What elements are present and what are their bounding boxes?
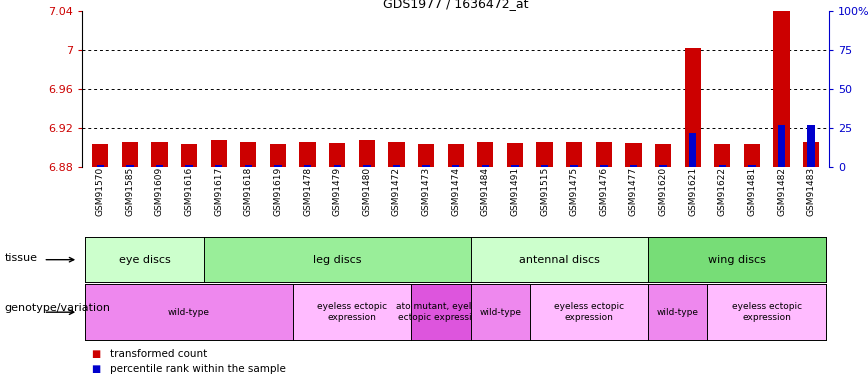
Bar [211,140,227,167]
Text: wild-type: wild-type [657,308,699,316]
Bar [689,133,696,167]
Text: ato mutant, eyeless
ectopic expression: ato mutant, eyeless ectopic expression [396,303,486,322]
Text: eyeless ectopic
expression: eyeless ectopic expression [732,303,802,322]
Text: wild-type: wild-type [479,308,521,316]
Text: GSM91483: GSM91483 [806,167,816,216]
Bar [595,142,612,167]
Bar [714,144,731,167]
Text: GSM91479: GSM91479 [332,167,342,216]
Bar [803,142,819,167]
Bar [418,144,434,167]
Text: antennal discs: antennal discs [519,255,600,265]
Text: GSM91472: GSM91472 [392,167,401,216]
Bar [719,165,726,167]
Text: GSM91481: GSM91481 [747,167,756,216]
Bar [807,125,815,167]
Bar [392,165,400,167]
Text: eyeless ectopic
expression: eyeless ectopic expression [317,303,387,322]
Text: wild-type: wild-type [168,308,210,316]
Bar [685,48,700,167]
Text: tissue: tissue [4,253,37,263]
Text: ■: ■ [91,364,101,374]
Text: GSM91617: GSM91617 [214,167,223,216]
Bar [625,142,641,167]
Bar [536,142,553,167]
Text: GSM91480: GSM91480 [362,167,372,216]
Text: transformed count: transformed count [110,350,207,359]
Bar [655,144,671,167]
Bar [186,165,193,167]
Bar [126,165,134,167]
Bar [477,142,494,167]
Text: GSM91515: GSM91515 [540,167,549,216]
Text: GSM91620: GSM91620 [659,167,667,216]
Bar [511,165,519,167]
Bar [358,140,375,167]
Text: wing discs: wing discs [708,255,766,265]
Bar [778,125,786,167]
Bar [96,165,104,167]
Text: GSM91482: GSM91482 [777,167,786,216]
Bar [452,165,459,167]
Text: GSM91476: GSM91476 [599,167,608,216]
Bar [744,144,760,167]
Bar [388,142,404,167]
Text: GSM91475: GSM91475 [569,167,579,216]
Bar [600,165,608,167]
Bar [541,165,549,167]
Text: GSM91609: GSM91609 [155,167,164,216]
Bar [215,165,222,167]
Text: GSM91621: GSM91621 [688,167,697,216]
Text: GSM91619: GSM91619 [273,167,282,216]
Bar [151,142,168,167]
Bar [270,144,286,167]
Bar [245,165,252,167]
Bar [448,144,464,167]
Text: percentile rank within the sample: percentile rank within the sample [110,364,286,374]
Bar [629,165,637,167]
Bar [155,165,163,167]
Text: GSM91622: GSM91622 [718,167,727,216]
Bar [304,165,312,167]
Text: GSM91474: GSM91474 [451,167,460,216]
Bar [748,165,756,167]
Text: GSM91473: GSM91473 [422,167,431,216]
Text: eye discs: eye discs [119,255,170,265]
Bar [122,142,138,167]
Bar [570,165,578,167]
Text: GSM91484: GSM91484 [481,167,490,216]
Text: GSM91491: GSM91491 [510,167,519,216]
Bar [566,142,582,167]
Bar [482,165,489,167]
Bar [299,142,316,167]
Text: genotype/variation: genotype/variation [4,303,110,313]
Bar [274,165,282,167]
Bar [773,11,790,167]
Text: eyeless ectopic
expression: eyeless ectopic expression [554,303,624,322]
Text: GSM91618: GSM91618 [244,167,253,216]
Text: leg discs: leg discs [313,255,361,265]
Text: GSM91477: GSM91477 [629,167,638,216]
Bar [181,144,197,167]
Title: GDS1977 / 1636472_at: GDS1977 / 1636472_at [383,0,529,10]
Bar [660,165,667,167]
Bar [333,165,341,167]
Bar [92,144,108,167]
Text: GSM91570: GSM91570 [95,167,105,216]
Bar [240,142,256,167]
Bar [423,165,430,167]
Text: GSM91585: GSM91585 [125,167,135,216]
Bar [507,142,523,167]
Text: GSM91478: GSM91478 [303,167,312,216]
Bar [329,142,345,167]
Text: GSM91616: GSM91616 [185,167,194,216]
Bar [363,165,371,167]
Text: ■: ■ [91,350,101,359]
